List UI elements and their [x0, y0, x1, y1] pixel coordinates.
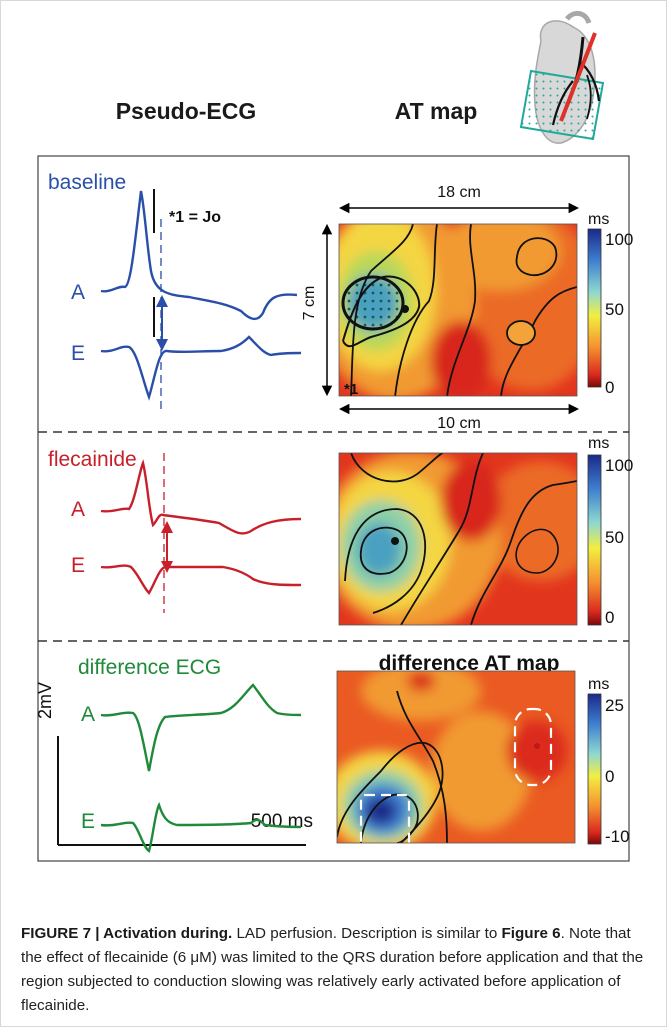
colorbar-1 — [587, 228, 602, 388]
cb2-tick-bot: 0 — [605, 608, 614, 627]
panel-frame — [37, 155, 630, 862]
cb3-tick-bot: -10 — [605, 827, 630, 846]
baseline-label: baseline — [48, 171, 126, 194]
caption-figure-ref[interactable]: Figure 6 — [501, 925, 561, 942]
flecainide-lead-a: A — [71, 498, 85, 521]
header-difference-at: difference AT map — [379, 652, 560, 675]
baseline-lead-e: E — [71, 342, 85, 365]
cb1-tick-bot: 0 — [605, 378, 614, 397]
heart-thumbnail — [519, 11, 605, 144]
flecainide-ecg-a — [100, 459, 302, 535]
baseline-lead-a: A — [71, 281, 85, 304]
flecainide-label: flecainide — [48, 448, 137, 471]
caption-text-1: LAD perfusion. Description is similar to — [232, 925, 502, 942]
difference-lead-a: A — [81, 703, 95, 726]
dim-top-width: 18 cm — [437, 184, 481, 201]
dim-height: 7 cm — [301, 286, 318, 321]
difference-ecg-a — [100, 683, 302, 772]
baseline-at-map — [339, 224, 577, 396]
colorbar-2 — [587, 454, 602, 626]
baseline-ecg-e — [100, 335, 302, 401]
difference-label: difference ECG — [78, 656, 221, 679]
figure-graphic: Pseudo-ECG AT map baseline A E *1 = Jo 1… — [35, 11, 633, 862]
baseline-ecg-a — [100, 190, 298, 321]
cb1-unit: ms — [588, 211, 609, 228]
cb2-unit: ms — [588, 435, 609, 452]
perfusion-marker-line — [559, 32, 597, 122]
difference-lead-e: E — [81, 810, 95, 833]
caption-text-2: . Note that the effect of flecainide (6 … — [21, 925, 644, 1014]
cb2-tick-top: 100 — [605, 456, 633, 475]
scale-voltage-label: 2mV — [35, 682, 55, 719]
flecainide-lead-e: E — [71, 554, 85, 577]
cb3-unit: ms — [588, 676, 609, 693]
header-pseudo-ecg: Pseudo-ECG — [116, 98, 257, 124]
cb3-tick-top: 25 — [605, 696, 624, 715]
baseline-star-label: *1 — [344, 381, 358, 398]
difference-at-map — [337, 671, 575, 843]
flecainide-ecg-e — [100, 564, 302, 595]
flecainide-at-map — [339, 453, 577, 625]
header-at-map: AT map — [395, 98, 478, 124]
cb2-tick-mid: 50 — [605, 528, 624, 547]
cb1-tick-top: 100 — [605, 230, 633, 249]
baseline-jo-label: *1 = Jo — [169, 209, 221, 226]
cb1-tick-mid: 50 — [605, 300, 624, 319]
difference-ecg-e — [100, 801, 302, 853]
figure-caption: FIGURE 7 | Activation during. LAD perfus… — [21, 922, 651, 1018]
dim-bottom-width: 10 cm — [437, 415, 481, 432]
cb3-tick-mid: 0 — [605, 767, 614, 786]
colorbar-3 — [587, 693, 602, 845]
caption-label: FIGURE 7 | Activation during. — [21, 925, 233, 942]
